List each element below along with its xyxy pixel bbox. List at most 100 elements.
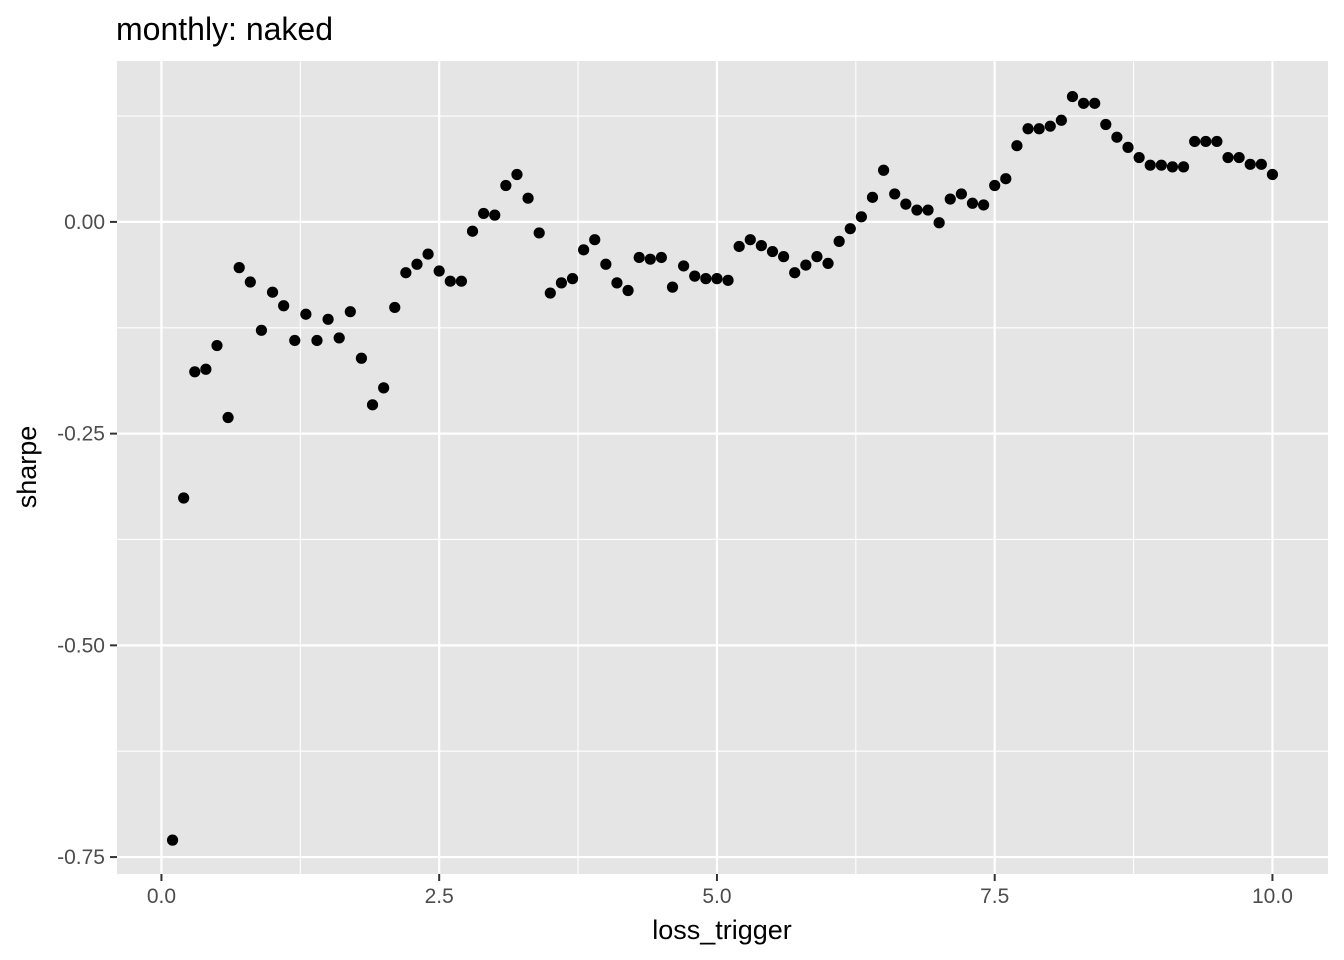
data-point [877, 164, 890, 176]
data-point [489, 209, 501, 221]
data-point [966, 197, 979, 209]
data-point [1066, 90, 1079, 103]
x-tick-label: 0.0 [147, 885, 176, 908]
data-point [744, 234, 756, 246]
data-point [333, 332, 345, 344]
data-point [1022, 123, 1034, 135]
data-point [266, 286, 279, 298]
data-point [233, 262, 245, 274]
x-tick-label: 7.5 [980, 885, 1009, 908]
chart-title: monthly: naked [116, 11, 333, 47]
data-point [644, 253, 656, 265]
data-point [655, 251, 667, 264]
data-point [1166, 161, 1179, 173]
data-point [1033, 123, 1045, 135]
data-point [1189, 135, 1201, 148]
minor-gridlines [117, 61, 1328, 874]
data-point [278, 300, 290, 312]
x-tick-label: 5.0 [702, 885, 731, 908]
data-point [289, 334, 301, 347]
data-point [855, 211, 867, 223]
major-gridlines [117, 61, 1328, 874]
data-point [933, 217, 945, 229]
data-point [811, 251, 823, 263]
data-point [700, 273, 712, 285]
data-point [466, 225, 479, 237]
data-point [555, 277, 568, 289]
data-point [600, 258, 612, 270]
data-point [1000, 173, 1012, 185]
data-point [1111, 131, 1123, 143]
data-point [1122, 141, 1134, 153]
data-point [611, 277, 623, 289]
data-point [166, 834, 179, 846]
data-point [922, 204, 934, 216]
data-point [866, 191, 879, 203]
data-point [622, 284, 634, 297]
y-tick-label: -0.50 [57, 634, 105, 657]
data-point [833, 235, 845, 247]
data-point [389, 301, 401, 314]
data-point [1255, 158, 1267, 170]
data-point [200, 363, 212, 375]
data-points [166, 90, 1279, 846]
data-point [533, 227, 545, 239]
data-point [911, 204, 923, 216]
plot-panel [117, 61, 1328, 874]
x-axis-title: loss_trigger [652, 915, 792, 945]
data-point [977, 199, 990, 211]
data-point [733, 240, 745, 253]
data-point [378, 382, 390, 394]
data-point [422, 248, 434, 260]
y-axis-title: sharpe [12, 426, 42, 509]
data-point [411, 258, 423, 270]
y-tick-label: 0.00 [64, 211, 105, 234]
data-point [1222, 151, 1234, 164]
x-tick-label: 10.0 [1252, 885, 1293, 908]
data-point [255, 324, 268, 336]
data-point [544, 287, 556, 299]
data-point [711, 273, 723, 285]
data-point [989, 179, 1001, 192]
data-point [1177, 161, 1190, 173]
data-point [755, 240, 767, 252]
data-point [366, 399, 379, 411]
data-point [689, 270, 701, 282]
data-point [789, 267, 801, 279]
data-point [444, 275, 456, 287]
data-point [222, 411, 234, 424]
data-point [1044, 120, 1056, 132]
data-point [666, 281, 679, 293]
data-point [678, 260, 690, 272]
data-point [511, 168, 523, 181]
y-tick-label: -0.25 [57, 423, 105, 446]
data-point [944, 193, 956, 205]
data-point [1266, 168, 1279, 181]
data-point [844, 223, 856, 235]
data-point [1244, 158, 1256, 170]
data-point [1133, 151, 1145, 164]
data-point [1211, 135, 1223, 148]
data-point [1233, 151, 1245, 164]
data-point [1011, 140, 1023, 152]
data-point [1100, 118, 1112, 131]
data-point [344, 306, 356, 318]
data-point [322, 313, 334, 325]
data-point [566, 273, 579, 285]
data-point [178, 492, 190, 504]
data-point [1200, 135, 1212, 148]
data-point [355, 352, 368, 364]
data-point [633, 251, 645, 264]
data-point [722, 274, 734, 286]
data-point [1077, 97, 1090, 109]
data-point [778, 251, 790, 263]
data-point [433, 265, 445, 277]
data-point [311, 334, 323, 347]
data-point [522, 192, 534, 204]
data-point [800, 259, 812, 271]
y-axis-ticks: 0.00 -0.25 -0.50 -0.75 [57, 211, 117, 869]
data-point [822, 257, 834, 270]
data-point [500, 179, 512, 192]
data-point [300, 308, 312, 320]
